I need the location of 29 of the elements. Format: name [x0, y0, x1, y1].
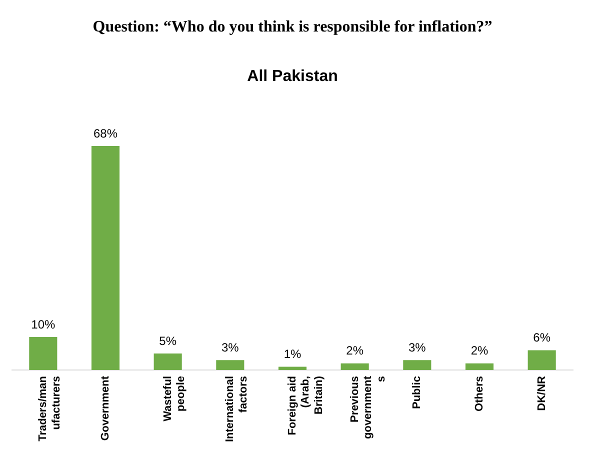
data-label: 5% — [159, 334, 177, 348]
data-label: 10% — [31, 317, 56, 332]
data-label: 3% — [221, 340, 240, 354]
x-tick-label: Others — [474, 376, 486, 412]
x-tick-label: Traders/manufacturers — [37, 376, 62, 442]
x-tick-label: Government — [100, 376, 112, 441]
data-label: 68% — [93, 126, 118, 140]
bar — [465, 363, 494, 370]
bar — [154, 354, 182, 370]
x-tick-label: Wasteful people — [162, 376, 188, 422]
data-label: 2% — [470, 344, 488, 358]
data-label: 1% — [284, 347, 302, 362]
bar — [528, 350, 556, 370]
x-tick-label: Previous governments — [348, 376, 388, 439]
chart-subtitle: All Pakistan — [247, 68, 338, 86]
bar — [340, 363, 369, 370]
data-label: 2% — [346, 344, 364, 358]
bar — [278, 366, 307, 370]
data-label: 6% — [533, 330, 551, 345]
chart-title: Question: “Who do you think is responsible for inflation?” — [92, 18, 492, 36]
x-tick-label: DK/NR — [536, 376, 548, 411]
bar — [216, 360, 244, 370]
x-tick-label: International factors — [224, 376, 250, 442]
x-tick-label: Foreign aid (Arab, Britain) — [286, 376, 325, 436]
bar — [91, 146, 120, 370]
x-tick-label: Public — [411, 376, 424, 410]
data-label: 3% — [408, 340, 426, 354]
bar — [403, 360, 432, 370]
bar — [29, 337, 58, 370]
